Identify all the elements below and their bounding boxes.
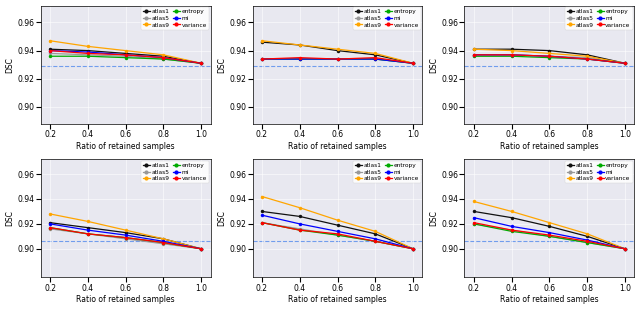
X-axis label: Ratio of retained samples: Ratio of retained samples bbox=[288, 142, 387, 151]
X-axis label: Ratio of retained samples: Ratio of retained samples bbox=[288, 295, 387, 304]
Legend: atlas1, atlas5, atlas9, entropy, mi, variance: atlas1, atlas5, atlas9, entropy, mi, var… bbox=[141, 7, 209, 29]
X-axis label: Ratio of retained samples: Ratio of retained samples bbox=[500, 295, 599, 304]
Legend: atlas1, atlas5, atlas9, entropy, mi, variance: atlas1, atlas5, atlas9, entropy, mi, var… bbox=[565, 7, 633, 29]
Y-axis label: DSC: DSC bbox=[429, 57, 438, 73]
Legend: atlas1, atlas5, atlas9, entropy, mi, variance: atlas1, atlas5, atlas9, entropy, mi, var… bbox=[353, 7, 420, 29]
Y-axis label: DSC: DSC bbox=[6, 210, 15, 226]
Y-axis label: DSC: DSC bbox=[218, 57, 227, 73]
Legend: atlas1, atlas5, atlas9, entropy, mi, variance: atlas1, atlas5, atlas9, entropy, mi, var… bbox=[141, 161, 209, 183]
Y-axis label: DSC: DSC bbox=[218, 210, 227, 226]
X-axis label: Ratio of retained samples: Ratio of retained samples bbox=[76, 142, 175, 151]
Y-axis label: DSC: DSC bbox=[429, 210, 438, 226]
X-axis label: Ratio of retained samples: Ratio of retained samples bbox=[76, 295, 175, 304]
Legend: atlas1, atlas5, atlas9, entropy, mi, variance: atlas1, atlas5, atlas9, entropy, mi, var… bbox=[353, 161, 420, 183]
Y-axis label: DSC: DSC bbox=[6, 57, 15, 73]
Legend: atlas1, atlas5, atlas9, entropy, mi, variance: atlas1, atlas5, atlas9, entropy, mi, var… bbox=[565, 161, 633, 183]
X-axis label: Ratio of retained samples: Ratio of retained samples bbox=[500, 142, 599, 151]
